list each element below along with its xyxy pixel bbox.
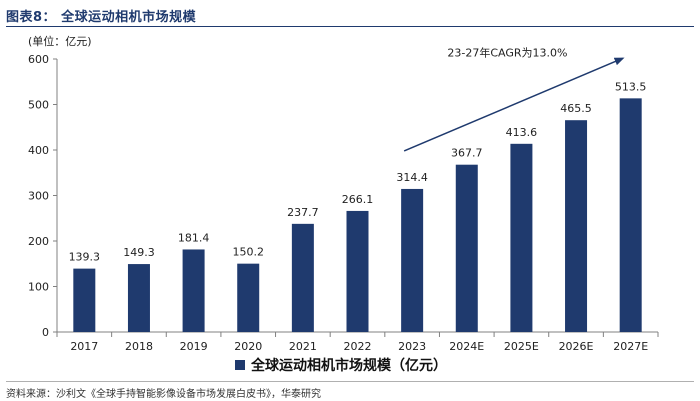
data-label-2020: 150.2 — [232, 246, 264, 259]
bar-2020 — [237, 263, 260, 332]
figure-title: 图表8： 全球运动相机市场规模 — [6, 10, 197, 25]
x-tick-label-2022: 2022 — [344, 340, 372, 353]
x-tick-label-2025E: 2025E — [504, 340, 539, 353]
y-tick-label: 400 — [28, 144, 49, 157]
chart-labels: 139.3 2017 149.3 2018 181.4 2019 150.2 2020 237.… — [69, 80, 649, 353]
data-label-2019: 181.4 — [178, 231, 210, 244]
chart-bars — [73, 98, 642, 332]
legend-swatch — [235, 360, 245, 370]
chart-legend: 全球运动相机市场规模（亿元） — [235, 357, 447, 374]
bar-2022 — [346, 210, 369, 332]
bar-2027E — [619, 98, 642, 332]
bar-2017 — [73, 268, 96, 332]
cagr-arrow — [403, 57, 625, 152]
bar-2019 — [182, 249, 205, 332]
bar-2026E — [565, 120, 588, 332]
y-tick-label: 500 — [28, 99, 49, 112]
source-divider — [6, 381, 694, 382]
data-label-2021: 237.7 — [287, 206, 319, 219]
data-label-2022: 266.1 — [342, 193, 374, 206]
source-note: 资料来源：沙利文《全球手持智能影像设备市场发展白皮书》，华泰研究 — [6, 389, 321, 400]
y-tick-label: 300 — [28, 190, 49, 203]
data-label-2025E: 413.6 — [506, 126, 538, 139]
x-tick-label-2023: 2023 — [398, 340, 426, 353]
data-label-2026E: 465.5 — [560, 102, 592, 115]
cagr-annotation: 23-27年CAGR为13.0% — [447, 45, 567, 59]
bar-2023 — [401, 188, 424, 332]
x-tick-label-2017: 2017 — [70, 340, 98, 353]
x-tick-label-2018: 2018 — [125, 340, 153, 353]
bar-2018 — [127, 264, 150, 332]
x-tick-label-2024E: 2024E — [449, 340, 484, 353]
unit-label: (单位：亿元) — [28, 35, 92, 48]
x-tick-label-2026E: 2026E — [559, 340, 594, 353]
bar-2021 — [291, 223, 314, 332]
x-tick-label-2027E: 2027E — [613, 340, 648, 353]
x-tick-label-2021: 2021 — [289, 340, 317, 353]
data-label-2027E: 513.5 — [615, 80, 647, 93]
chart-annotation: 23-27年CAGR为13.0% — [403, 45, 625, 152]
y-tick-label: 600 — [28, 53, 49, 66]
x-tick-label-2020: 2020 — [234, 340, 262, 353]
x-tick-label-2019: 2019 — [180, 340, 208, 353]
data-label-2017: 139.3 — [69, 251, 101, 264]
bar-2025E — [510, 143, 533, 332]
data-label-2018: 149.3 — [123, 246, 155, 259]
bar-2024E — [455, 164, 478, 332]
data-label-2024E: 367.7 — [451, 147, 483, 160]
y-tick-label: 200 — [28, 235, 49, 248]
data-label-2023: 314.4 — [396, 171, 428, 184]
y-tick-label: 100 — [28, 281, 49, 294]
legend-label: 全球运动相机市场规模（亿元） — [250, 357, 447, 374]
title-divider — [6, 26, 694, 27]
y-tick-label: 0 — [42, 326, 49, 339]
